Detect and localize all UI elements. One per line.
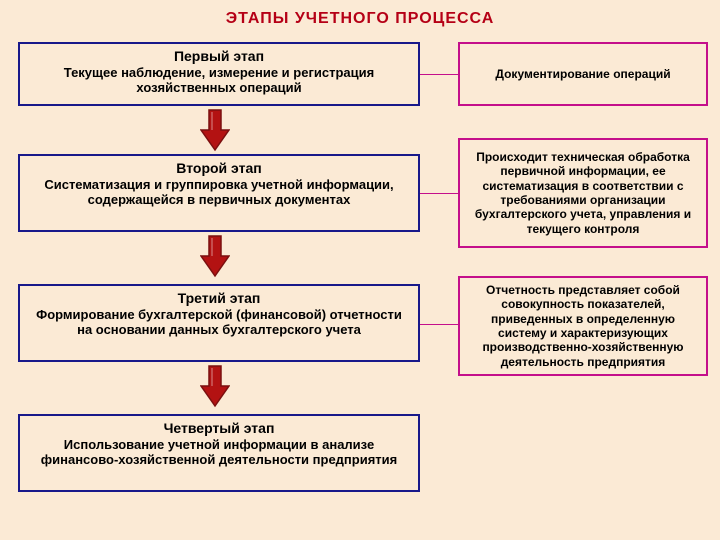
- connector-2: [420, 193, 458, 194]
- note-3-box: Отчетность представляет собой совокупнос…: [458, 276, 708, 376]
- diagram-body: Первый этап Текущее наблюдение, измерени…: [0, 34, 720, 534]
- stage-1-label: Первый этап: [28, 48, 410, 65]
- note-3-text: Отчетность представляет собой совокупнос…: [468, 283, 698, 369]
- stage-3-box: Третий этап Формирование бухгалтерской (…: [18, 284, 420, 362]
- stage-4-label: Четвертый этап: [28, 420, 410, 437]
- stage-2-box: Второй этап Систематизация и группировка…: [18, 154, 420, 232]
- arrow-3: [200, 364, 230, 408]
- note-1-text: Документирование операций: [495, 67, 670, 81]
- connector-3: [420, 324, 458, 325]
- note-1-box: Документирование операций: [458, 42, 708, 106]
- arrow-1: [200, 108, 230, 152]
- stage-3-label: Третий этап: [28, 290, 410, 307]
- note-2-box: Происходит техническая обработка первичн…: [458, 138, 708, 248]
- connector-1: [420, 74, 458, 75]
- arrow-2: [200, 234, 230, 278]
- diagram-title: ЭТАПЫ УЧЕТНОГО ПРОЦЕССА: [0, 0, 720, 34]
- stage-4-box: Четвертый этап Использование учетной инф…: [18, 414, 420, 492]
- note-2-text: Происходит техническая обработка первичн…: [468, 150, 698, 236]
- stage-1-body: Текущее наблюдение, измерение и регистра…: [28, 65, 410, 96]
- stage-3-body: Формирование бухгалтерской (финансовой) …: [28, 307, 410, 338]
- stage-1-box: Первый этап Текущее наблюдение, измерени…: [18, 42, 420, 106]
- stage-2-label: Второй этап: [28, 160, 410, 177]
- stage-4-body: Использование учетной информации в анали…: [28, 437, 410, 468]
- stage-2-body: Систематизация и группировка учетной инф…: [28, 177, 410, 208]
